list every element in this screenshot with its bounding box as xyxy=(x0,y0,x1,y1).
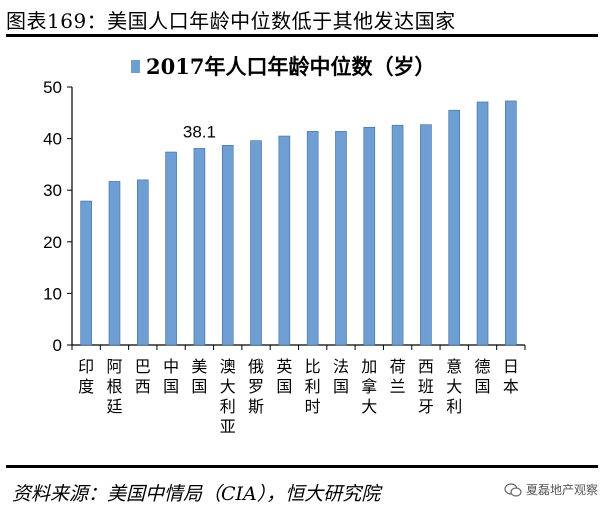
y-tick-label: 0 xyxy=(53,336,62,355)
legend-label: 2017年人口年龄中位数（岁） xyxy=(146,54,435,79)
bar-印度 xyxy=(80,200,92,346)
x-tick-label: 美国 xyxy=(191,357,207,396)
bar-chart: 2017年人口年龄中位数（岁） 0 10 20 30 40 50 印度阿根廷巴西中国美国澳… xyxy=(43,54,526,436)
x-tick-label: 俄罗斯 xyxy=(248,357,264,416)
axes: 0 10 20 30 40 50 xyxy=(43,78,526,355)
x-tick-label: 西班牙 xyxy=(418,357,434,416)
figure-title: 图表169：美国人口年龄中位数低于其他发达国家 xyxy=(6,9,456,33)
bar-澳大利亚 xyxy=(221,145,234,346)
bar-加拿大 xyxy=(363,126,376,346)
x-tick-label: 荷兰 xyxy=(390,357,406,396)
y-tick-label: 40 xyxy=(43,130,62,149)
bar-美国 xyxy=(193,148,206,346)
x-tick-label: 澳大利亚 xyxy=(220,357,236,436)
watermark: 夏磊地产观察 xyxy=(504,481,598,498)
legend-swatch xyxy=(131,60,140,73)
x-tick-label: 比利时 xyxy=(305,357,321,416)
x-tick-label: 德国 xyxy=(475,357,491,396)
bar-中国 xyxy=(165,151,177,346)
bar-意大利 xyxy=(448,109,461,346)
x-tick-label: 英国 xyxy=(276,357,292,396)
top-rule xyxy=(6,34,598,37)
y-tick-label: 20 xyxy=(43,233,62,252)
bottom-rule xyxy=(6,465,598,468)
bar-阿根廷 xyxy=(108,181,121,346)
bar-德国 xyxy=(476,101,489,346)
bar-巴西 xyxy=(136,179,149,346)
y-tick-label: 50 xyxy=(43,78,62,97)
bar-荷兰 xyxy=(391,124,404,346)
data-label: 38.1 xyxy=(183,122,216,141)
y-tick-label: 10 xyxy=(43,284,62,303)
x-tick-label: 印度 xyxy=(78,357,94,396)
bars xyxy=(80,100,517,346)
x-tick-label: 加拿大 xyxy=(361,357,377,416)
x-tick-label: 意大利 xyxy=(446,357,462,416)
bar-英国 xyxy=(278,135,291,346)
source-note: 资料来源：美国中情局（CIA），恒大研究院 xyxy=(12,483,381,505)
x-tick-label: 巴西 xyxy=(135,357,151,396)
bar-西班牙 xyxy=(420,124,432,346)
wechat-icon xyxy=(504,482,522,497)
watermark-text: 夏磊地产观察 xyxy=(525,483,598,497)
bar-日本 xyxy=(505,100,517,346)
x-tick-label: 阿根廷 xyxy=(106,357,122,416)
bar-法国 xyxy=(335,131,347,346)
bar-俄罗斯 xyxy=(250,140,262,346)
x-tick-label: 法国 xyxy=(333,357,349,396)
y-tick-label: 30 xyxy=(43,181,62,200)
chart-legend: 2017年人口年龄中位数（岁） xyxy=(131,54,435,79)
x-tick-label: 日本 xyxy=(503,357,519,396)
x-tick-label: 中国 xyxy=(163,357,179,396)
bar-比利时 xyxy=(306,131,319,346)
labels: 印度阿根廷巴西中国美国澳大利亚俄罗斯英国比利时法国加拿大荷兰西班牙意大利德国日本… xyxy=(78,122,519,436)
